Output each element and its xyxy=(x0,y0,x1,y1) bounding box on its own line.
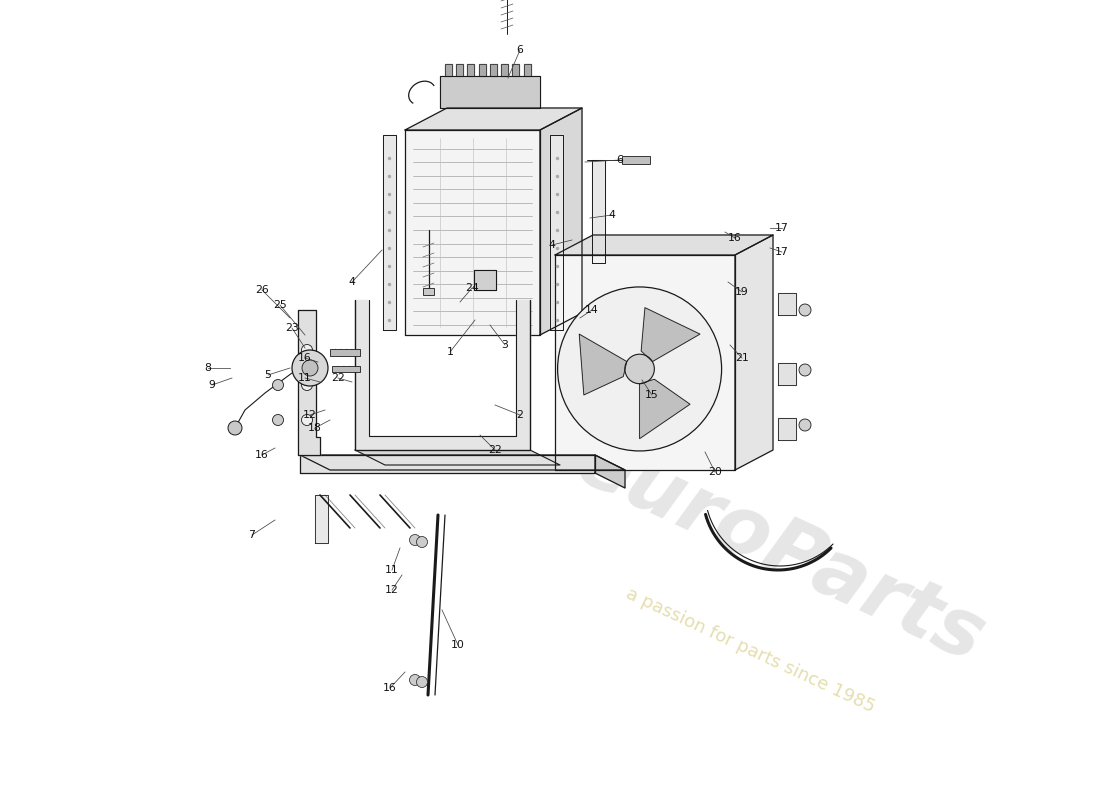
Text: 24: 24 xyxy=(465,283,478,293)
Text: euroParts: euroParts xyxy=(563,422,997,678)
Circle shape xyxy=(417,537,428,547)
Text: 26: 26 xyxy=(255,285,268,295)
Polygon shape xyxy=(446,64,452,76)
Text: 9: 9 xyxy=(209,380,216,390)
Bar xyxy=(332,366,360,372)
Polygon shape xyxy=(550,135,563,330)
Circle shape xyxy=(417,677,428,687)
Text: 16: 16 xyxy=(298,353,312,363)
Text: 3: 3 xyxy=(502,340,508,350)
Text: 16: 16 xyxy=(255,450,268,460)
Text: 21: 21 xyxy=(735,353,749,363)
Polygon shape xyxy=(778,293,796,315)
Polygon shape xyxy=(540,108,582,335)
Circle shape xyxy=(273,379,284,390)
Text: 6: 6 xyxy=(517,45,524,55)
Circle shape xyxy=(625,354,654,384)
Polygon shape xyxy=(456,64,463,76)
Text: 25: 25 xyxy=(273,300,287,310)
Circle shape xyxy=(799,364,811,376)
Circle shape xyxy=(292,350,328,386)
Text: 15: 15 xyxy=(645,390,659,400)
Text: 1: 1 xyxy=(447,347,453,357)
Text: 10: 10 xyxy=(451,640,465,650)
Polygon shape xyxy=(300,455,595,473)
Text: 5: 5 xyxy=(265,370,272,380)
Polygon shape xyxy=(405,108,582,130)
Polygon shape xyxy=(474,270,496,290)
Text: 8: 8 xyxy=(205,363,211,373)
Text: 4: 4 xyxy=(549,240,556,250)
Polygon shape xyxy=(355,300,530,450)
Text: 16: 16 xyxy=(728,233,741,243)
Text: 7: 7 xyxy=(249,530,255,540)
Bar xyxy=(424,288,434,295)
Circle shape xyxy=(301,345,312,355)
Text: 22: 22 xyxy=(488,445,502,455)
Circle shape xyxy=(301,414,312,426)
Text: 12: 12 xyxy=(385,585,399,595)
Text: 17: 17 xyxy=(776,223,789,233)
Circle shape xyxy=(799,304,811,316)
Circle shape xyxy=(228,421,242,435)
Text: 4: 4 xyxy=(349,277,355,287)
Polygon shape xyxy=(478,64,486,76)
Text: 14: 14 xyxy=(585,305,598,315)
Text: 11: 11 xyxy=(385,565,399,575)
Polygon shape xyxy=(405,130,540,335)
Bar xyxy=(621,156,650,164)
Polygon shape xyxy=(513,64,519,76)
Text: 6: 6 xyxy=(617,155,624,165)
Polygon shape xyxy=(315,495,328,543)
Text: 4: 4 xyxy=(608,210,615,220)
Circle shape xyxy=(273,414,284,426)
Polygon shape xyxy=(639,379,690,438)
Polygon shape xyxy=(440,76,540,108)
Text: a passion for parts since 1985: a passion for parts since 1985 xyxy=(623,584,878,716)
Circle shape xyxy=(302,360,318,376)
Polygon shape xyxy=(502,64,508,76)
Polygon shape xyxy=(580,334,627,395)
Text: 2: 2 xyxy=(517,410,524,420)
Text: 19: 19 xyxy=(735,287,749,297)
Circle shape xyxy=(799,419,811,431)
Text: 16: 16 xyxy=(383,683,397,693)
Text: 20: 20 xyxy=(708,467,722,477)
Polygon shape xyxy=(468,64,474,76)
Polygon shape xyxy=(383,135,396,330)
Polygon shape xyxy=(300,455,625,470)
Text: 18: 18 xyxy=(308,423,322,433)
Text: 17: 17 xyxy=(776,247,789,257)
Text: 23: 23 xyxy=(285,323,299,333)
Circle shape xyxy=(409,534,420,546)
Text: 12: 12 xyxy=(304,410,317,420)
Text: 11: 11 xyxy=(298,373,312,383)
Polygon shape xyxy=(641,308,700,362)
Circle shape xyxy=(558,287,722,451)
Polygon shape xyxy=(490,64,497,76)
Text: 22: 22 xyxy=(331,373,345,383)
Polygon shape xyxy=(524,64,530,76)
Circle shape xyxy=(301,379,312,390)
Polygon shape xyxy=(592,160,605,263)
Polygon shape xyxy=(556,235,773,255)
Polygon shape xyxy=(778,363,796,385)
Polygon shape xyxy=(298,310,320,455)
Polygon shape xyxy=(556,255,735,470)
Bar xyxy=(330,349,360,356)
Polygon shape xyxy=(355,450,560,465)
Circle shape xyxy=(409,674,420,686)
Polygon shape xyxy=(735,235,773,470)
Polygon shape xyxy=(778,418,796,440)
Polygon shape xyxy=(595,455,625,488)
